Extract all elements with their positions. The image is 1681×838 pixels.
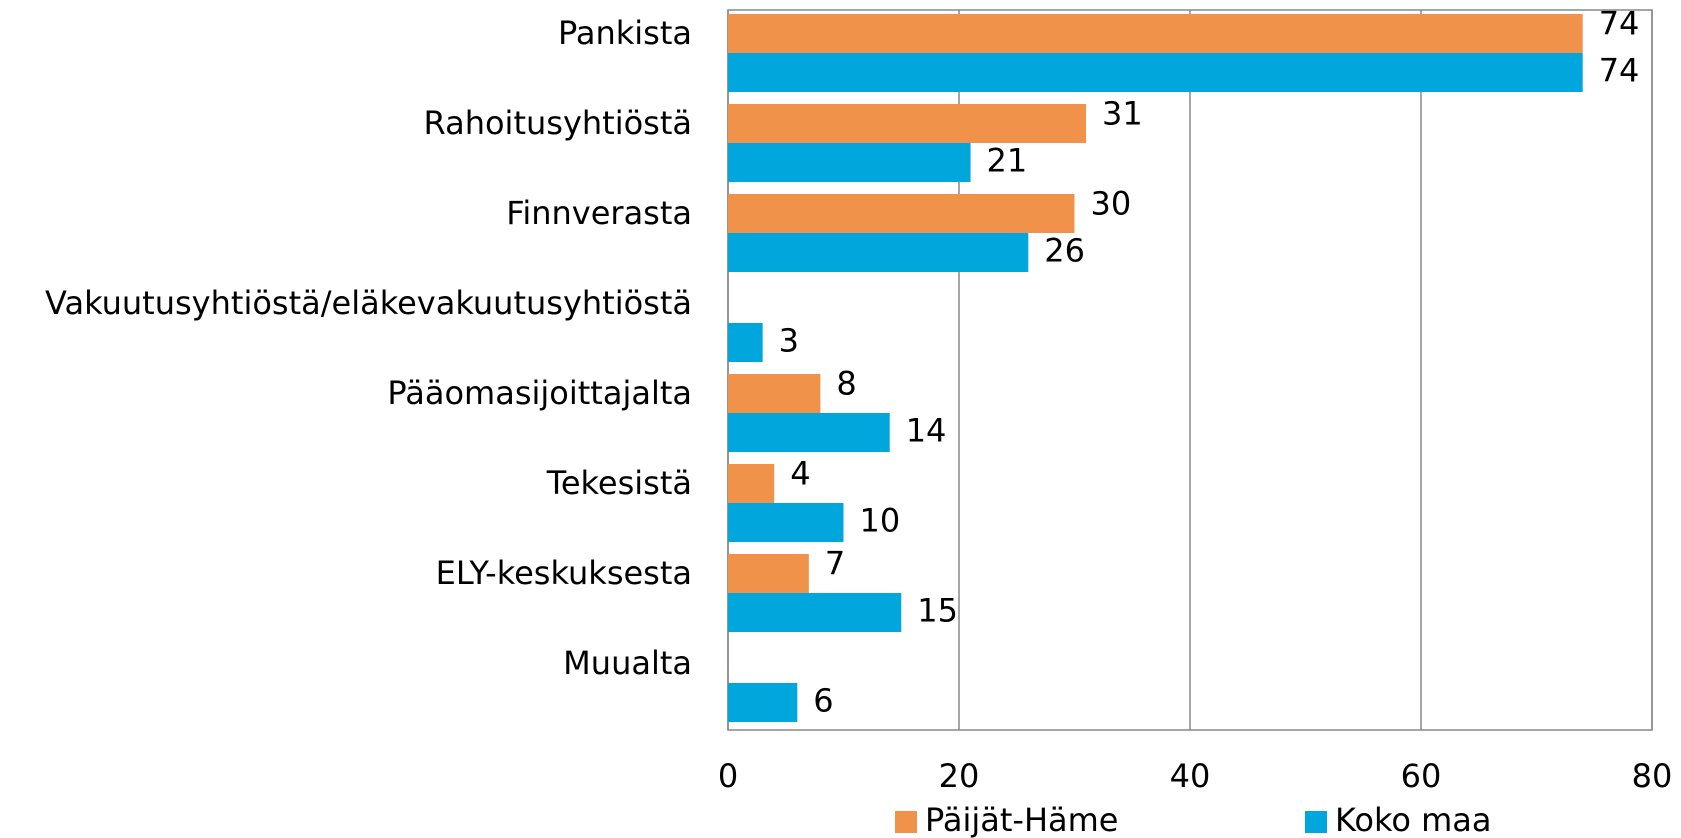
bar [728, 104, 1087, 143]
y-tick-label: Tekesistä [546, 464, 692, 502]
data-label: 26 [1044, 232, 1085, 270]
x-tick-label: 20 [939, 757, 980, 795]
data-label: 14 [906, 412, 947, 450]
bar [728, 14, 1583, 53]
legend-label: Koko maa [1335, 801, 1492, 838]
y-tick-label: Muualta [563, 644, 692, 682]
data-label: 7 [825, 545, 845, 583]
plot-frame [727, 9, 1653, 731]
data-label: 21 [987, 142, 1028, 180]
x-tick-label: 60 [1401, 757, 1442, 795]
data-label: 31 [1102, 95, 1143, 133]
bar [728, 53, 1583, 92]
y-tick-label: Vakuutusyhtiöstä/eläkevakuutusyhtiöstä [45, 284, 692, 322]
data-label: 10 [860, 502, 901, 540]
data-label: 30 [1091, 185, 1132, 223]
legend-swatch [1305, 811, 1327, 833]
legend-swatch [895, 811, 917, 833]
x-tick-label: 0 [718, 757, 738, 795]
bar [728, 464, 775, 503]
data-label: 15 [917, 592, 958, 630]
bar [728, 374, 821, 413]
bar [728, 503, 844, 542]
data-label: 74 [1599, 5, 1640, 43]
y-tick-label: Rahoitusyhtiöstä [424, 104, 692, 142]
bar [728, 194, 1075, 233]
bar [728, 554, 809, 593]
bar [728, 143, 971, 182]
data-label: 3 [779, 322, 799, 360]
bar [728, 233, 1029, 272]
legend-label: Päijät-Häme [925, 801, 1118, 838]
bar [728, 683, 798, 722]
bar [728, 323, 763, 362]
data-label: 74 [1599, 52, 1640, 90]
data-label: 8 [836, 365, 856, 403]
bar [728, 593, 902, 632]
y-tick-label: Finnverasta [506, 194, 692, 232]
bar [728, 413, 890, 452]
x-tick-label: 80 [1632, 757, 1673, 795]
x-tick-label: 40 [1170, 757, 1211, 795]
y-tick-label: Pankista [558, 14, 692, 52]
y-tick-label: ELY-keskuksesta [436, 554, 692, 592]
data-label: 6 [813, 682, 833, 720]
y-tick-label: Pääomasijoittajalta [387, 374, 692, 412]
data-label: 4 [790, 455, 810, 493]
